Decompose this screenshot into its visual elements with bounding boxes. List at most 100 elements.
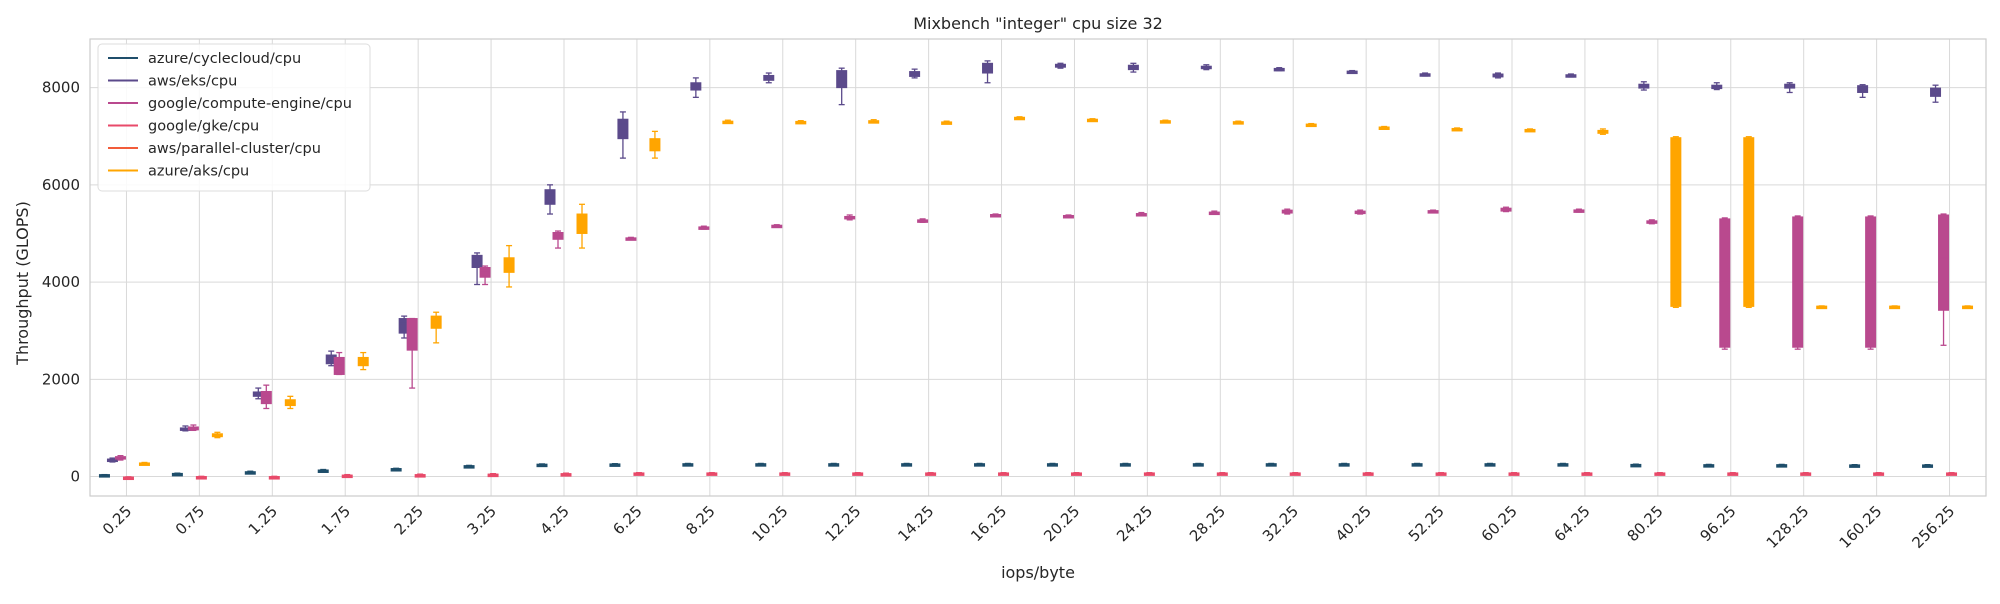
box-azure-cyclecloud-cpu-80.25 xyxy=(1630,463,1642,468)
box-body xyxy=(617,118,629,140)
box-aws-eks-cpu-24.25 xyxy=(1127,62,1139,73)
legend-label: aws/eks/cpu xyxy=(148,74,237,90)
box-aws-eks-cpu-4.25 xyxy=(544,184,556,215)
box-azure-aks-cpu-1.25 xyxy=(284,395,296,410)
box-body xyxy=(1743,137,1755,307)
box-azure-cyclecloud-cpu-20.25 xyxy=(1046,462,1058,467)
x-tick-label: 64.25 xyxy=(1551,502,1594,545)
box-aws-eks-cpu-8.25 xyxy=(690,77,702,98)
box-azure-aks-cpu-0.75 xyxy=(211,431,223,439)
box-google-compute-engine-cpu-2.25 xyxy=(406,317,418,389)
x-tick-label: 1.75 xyxy=(318,502,354,538)
box-google-gke-cpu-3.25 xyxy=(487,472,499,478)
box-body xyxy=(260,390,272,405)
box-google-gke-cpu-28.25 xyxy=(1216,472,1228,476)
box-body xyxy=(406,318,418,351)
box-google-gke-cpu-6.25 xyxy=(633,472,645,476)
box-azure-aks-cpu-80.25 xyxy=(1670,136,1682,309)
plot-marks xyxy=(98,60,1974,481)
x-tick-label: 96.25 xyxy=(1696,502,1739,545)
box-aws-eks-cpu-0.25 xyxy=(106,457,118,463)
box-azure-aks-cpu-96.25 xyxy=(1743,136,1755,309)
box-google-gke-cpu-60.25 xyxy=(1508,472,1520,476)
box-google-gke-cpu-8.25 xyxy=(706,472,718,476)
box-azure-cyclecloud-cpu-40.25 xyxy=(1338,462,1350,467)
x-tick-label: 1.25 xyxy=(245,502,281,538)
x-tick-label: 128.25 xyxy=(1763,502,1813,552)
x-tick-label: 16.25 xyxy=(967,502,1010,545)
box-azure-aks-cpu-8.25 xyxy=(722,119,734,125)
y-tick-label: 4000 xyxy=(42,273,80,291)
box-azure-cyclecloud-cpu-24.25 xyxy=(1119,462,1131,467)
box-azure-aks-cpu-28.25 xyxy=(1232,120,1244,125)
box-aws-eks-cpu-14.25 xyxy=(909,68,921,79)
box-azure-cyclecloud-cpu-12.25 xyxy=(828,462,840,467)
box-aws-eks-cpu-40.25 xyxy=(1346,69,1358,75)
y-tick-label: 2000 xyxy=(42,370,80,388)
box-google-compute-engine-cpu-60.25 xyxy=(1500,206,1512,213)
box-google-gke-cpu-1.25 xyxy=(268,475,280,480)
box-azure-aks-cpu-1.75 xyxy=(357,351,369,371)
box-google-compute-engine-cpu-128.25 xyxy=(1792,215,1804,350)
x-tick-label: 28.25 xyxy=(1186,502,1229,545)
box-body xyxy=(1938,214,1950,311)
box-azure-aks-cpu-24.25 xyxy=(1159,119,1171,124)
box-google-gke-cpu-24.25 xyxy=(1143,472,1155,476)
legend: azure/cyclecloud/cpu aws/eks/cpu google/co… xyxy=(97,43,371,192)
box-azure-cyclecloud-cpu-256.25 xyxy=(1922,463,1934,468)
box-google-gke-cpu-52.25 xyxy=(1435,472,1447,476)
box-aws-eks-cpu-20.25 xyxy=(1054,62,1066,69)
y-tick-labels: 0 2000 4000 6000 8000 xyxy=(42,79,80,486)
box-google-compute-engine-cpu-96.25 xyxy=(1719,217,1731,350)
box-aws-eks-cpu-6.25 xyxy=(617,111,629,159)
box-azure-cyclecloud-cpu-32.25 xyxy=(1265,462,1277,467)
x-tick-label: 160.25 xyxy=(1836,502,1886,552)
box-google-gke-cpu-96.25 xyxy=(1727,472,1739,476)
x-tick-label: 24.25 xyxy=(1113,502,1156,545)
box-azure-aks-cpu-12.25 xyxy=(868,119,880,124)
box-aws-eks-cpu-80.25 xyxy=(1638,81,1650,91)
box-azure-cyclecloud-cpu-1.25 xyxy=(244,470,256,475)
box-azure-aks-cpu-40.25 xyxy=(1378,125,1390,130)
box-google-compute-engine-cpu-6.25 xyxy=(625,236,637,241)
box-body xyxy=(357,356,369,367)
x-tick-label: 12.25 xyxy=(821,502,864,545)
box-aws-eks-cpu-128.25 xyxy=(1784,82,1796,94)
x-tick-labels: 0.25 0.75 1.25 1.75 2.25 3.25 4.25 6.25 8.25 10.2… xyxy=(99,502,1958,552)
box-google-gke-cpu-80.25 xyxy=(1654,472,1666,476)
box-aws-eks-cpu-28.25 xyxy=(1200,64,1212,71)
box-google-compute-engine-cpu-256.25 xyxy=(1938,213,1950,346)
box-body xyxy=(430,315,442,329)
box-google-gke-cpu-0.75 xyxy=(195,475,207,480)
box-azure-aks-cpu-60.25 xyxy=(1524,128,1536,133)
box-google-gke-cpu-40.25 xyxy=(1362,472,1374,476)
box-azure-cyclecloud-cpu-3.25 xyxy=(463,464,475,469)
x-tick-label: 14.25 xyxy=(894,502,937,545)
box-azure-aks-cpu-256.25 xyxy=(1962,305,1974,310)
x-tick-label: 3.25 xyxy=(464,502,500,538)
box-google-compute-engine-cpu-10.25 xyxy=(771,224,783,229)
box-azure-cyclecloud-cpu-160.25 xyxy=(1849,463,1861,468)
box-google-gke-cpu-160.25 xyxy=(1873,472,1885,476)
box-google-gke-cpu-16.25 xyxy=(998,472,1010,476)
box-azure-aks-cpu-128.25 xyxy=(1816,305,1828,310)
plot-frame xyxy=(89,38,1987,497)
box-azure-aks-cpu-20.25 xyxy=(1086,118,1098,123)
x-tick-label: 32.25 xyxy=(1259,502,1302,545)
box-google-compute-engine-cpu-0.25 xyxy=(114,454,126,461)
box-azure-cyclecloud-cpu-60.25 xyxy=(1484,462,1496,467)
box-azure-aks-cpu-32.25 xyxy=(1305,122,1317,128)
box-google-compute-engine-cpu-12.25 xyxy=(844,214,856,221)
box-aws-eks-cpu-60.25 xyxy=(1492,72,1504,79)
box-google-compute-engine-cpu-80.25 xyxy=(1646,219,1658,225)
legend-label: google/gke/cpu xyxy=(148,119,259,135)
x-tick-label: 10.25 xyxy=(748,502,791,545)
x-tick-label: 60.25 xyxy=(1478,502,1521,545)
box-azure-aks-cpu-3.25 xyxy=(503,244,515,288)
legend-label: azure/cyclecloud/cpu xyxy=(148,51,301,67)
box-body xyxy=(471,254,483,269)
box-aws-eks-cpu-52.25 xyxy=(1419,72,1431,77)
box-body xyxy=(690,82,702,91)
box-azure-cyclecloud-cpu-16.25 xyxy=(974,462,986,467)
